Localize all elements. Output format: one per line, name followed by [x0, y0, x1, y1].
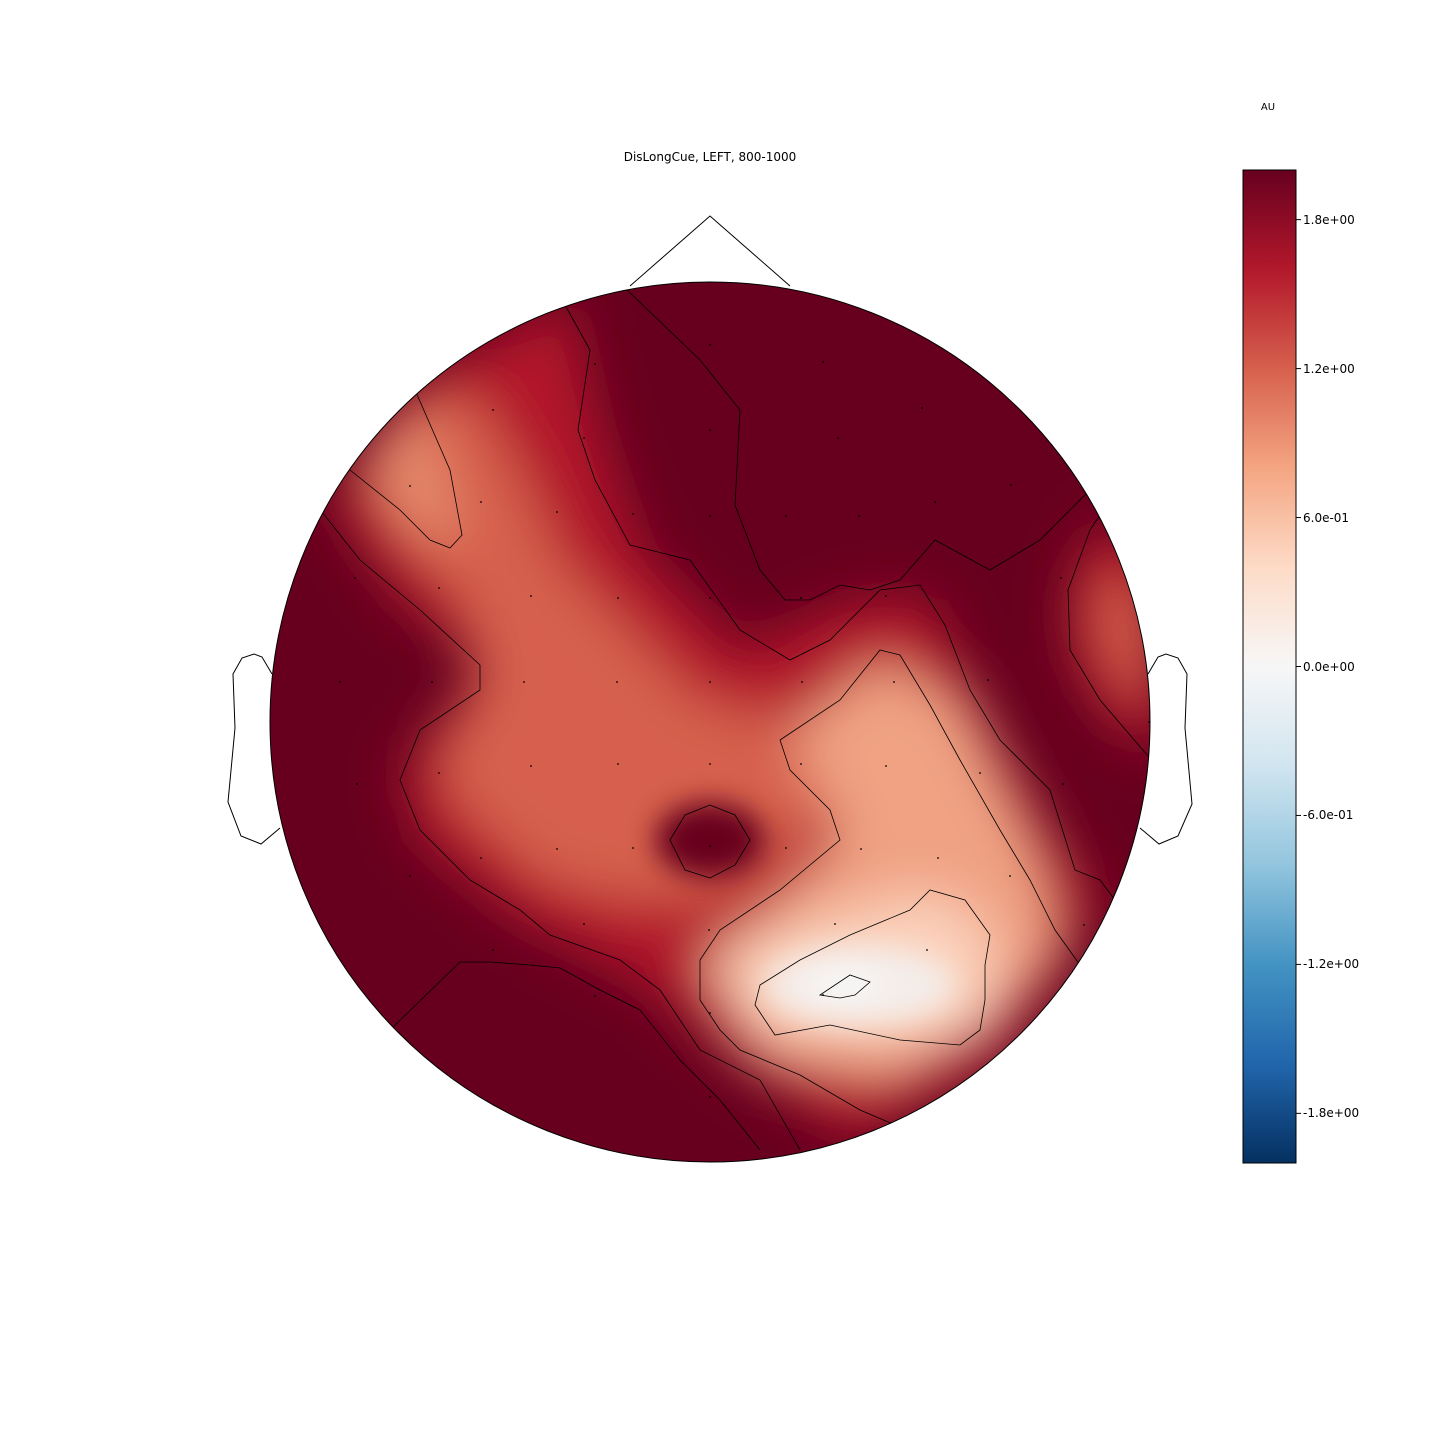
colorbar-tick-label: 1.8e+00 — [1303, 212, 1355, 227]
sensor-dot — [979, 772, 981, 774]
sensor-dot — [1010, 484, 1012, 486]
sensor-dot — [709, 344, 711, 346]
sensor-dot — [709, 429, 711, 431]
sensor-dot — [409, 875, 411, 877]
sensor-dot — [934, 501, 936, 503]
sensor-dot — [822, 994, 824, 996]
colorbar-tick-label: 6.0e-01 — [1303, 510, 1350, 525]
sensor-markers — [339, 344, 1150, 1098]
sensor-dot — [709, 1012, 711, 1014]
sensor-dot — [885, 595, 887, 597]
sensor-dot — [709, 597, 711, 599]
sensor-dot — [800, 597, 802, 599]
sensor-dot — [356, 783, 358, 785]
sensor-dot — [1083, 924, 1085, 926]
colorbar-tick-label: 0.0e+00 — [1303, 659, 1355, 674]
sensor-dot — [530, 765, 532, 767]
sensor-dot — [885, 765, 887, 767]
sensor-dot — [480, 857, 482, 859]
sensor-dot — [583, 437, 585, 439]
sensor-dot — [523, 681, 525, 683]
sensor-dot — [556, 848, 558, 850]
sensor-dot — [632, 847, 634, 849]
sensor-dot — [480, 501, 482, 503]
sensor-dot — [709, 1096, 711, 1098]
sensor-dot — [801, 681, 803, 683]
sensor-dot — [354, 577, 356, 579]
sensor-dot — [1009, 875, 1011, 877]
sensor-dot — [409, 485, 411, 487]
sensor-dot — [492, 409, 494, 411]
contour-lines — [321, 287, 1150, 1151]
right-ear-outline — [1139, 653, 1193, 845]
sensor-dot — [431, 681, 433, 683]
sensor-dot — [921, 407, 923, 409]
sensor-dot — [708, 929, 710, 931]
head-outline — [269, 281, 1151, 1163]
sensor-dot — [617, 597, 619, 599]
colorbar-ticks — [1296, 219, 1301, 1114]
sensor-dot — [492, 949, 494, 951]
sensor-dot — [893, 681, 895, 683]
sensor-dot — [709, 515, 711, 517]
sensor-dot — [785, 515, 787, 517]
sensor-dot — [438, 772, 440, 774]
sensor-dot — [594, 995, 596, 997]
colorbar-label: AU — [1260, 102, 1276, 113]
colorbar-tick-label: -1.8e+00 — [1303, 1106, 1360, 1121]
sensor-dot — [583, 923, 585, 925]
sensor-dot — [617, 763, 619, 765]
sensor-dot — [594, 363, 596, 365]
sensor-dot — [822, 361, 824, 363]
sensor-dot — [858, 515, 860, 517]
sensor-dot — [1060, 577, 1062, 579]
chart-title: DisLongCue, LEFT, 800-1000 — [623, 150, 797, 164]
sensor-dot — [556, 511, 558, 513]
sensor-dot — [1062, 783, 1064, 785]
sensor-dot — [987, 679, 989, 681]
sensor-dot — [860, 848, 862, 850]
nose-outline — [629, 215, 791, 287]
colorbar-tick-label: -1.2e+00 — [1303, 957, 1360, 972]
colorbar-tick-label: -6.0e-01 — [1303, 808, 1354, 823]
sensor-dot — [709, 681, 711, 683]
colorbar — [1242, 169, 1297, 1164]
sensor-dot — [834, 923, 836, 925]
sensor-dot — [709, 763, 711, 765]
sensor-dot — [709, 845, 711, 847]
sensor-dot — [926, 949, 928, 951]
sensor-dot — [632, 513, 634, 515]
sensor-dot — [937, 857, 939, 859]
sensor-dot — [616, 681, 618, 683]
sensor-dot — [837, 437, 839, 439]
sensor-dot — [339, 681, 341, 683]
topomap-field — [270, 282, 1150, 1162]
sensor-dot — [800, 763, 802, 765]
left-ear-outline — [227, 653, 281, 845]
colorbar-tick-label: 1.2e+00 — [1303, 361, 1355, 376]
sensor-dot — [530, 595, 532, 597]
sensor-dot — [785, 847, 787, 849]
sensor-dot — [1148, 721, 1150, 723]
sensor-dot — [438, 587, 440, 589]
